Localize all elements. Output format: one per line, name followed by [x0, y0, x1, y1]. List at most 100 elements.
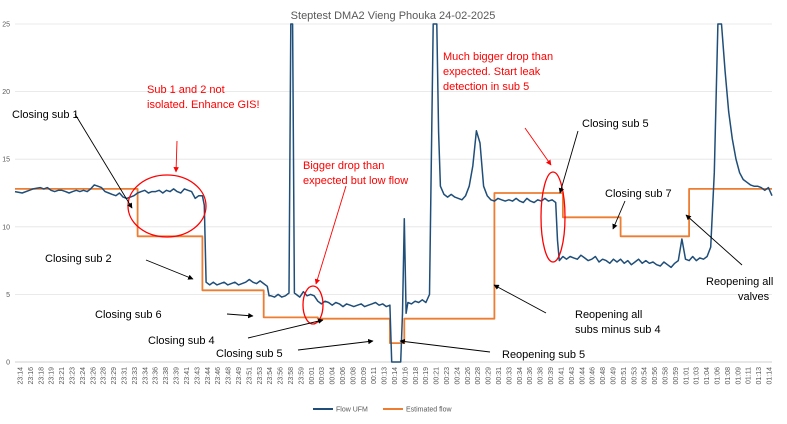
legend: Flow UFM Estimated flow [313, 407, 452, 414]
x-tick-30: 00:04 [330, 367, 337, 385]
x-tick-56: 00:48 [600, 367, 607, 385]
x-tick-54: 00:44 [579, 367, 586, 385]
x-tick-23: 23:53 [257, 367, 264, 385]
arrow-closing-sub-7 [612, 200, 626, 230]
x-tick-11: 23:33 [132, 367, 139, 385]
annotation-much-bigger-drop-line-1: expected. Start leak [443, 66, 541, 78]
x-tick-13: 23:36 [153, 367, 160, 385]
annotation-reopening-all-subs: Reopening all subs minus sub 4 [575, 309, 661, 336]
x-tick-27: 23:59 [298, 367, 305, 385]
x-tick-66: 01:04 [704, 367, 711, 385]
arrow-closing-sub-4 [247, 318, 324, 339]
x-tick-24: 23:54 [267, 367, 274, 385]
x-tick-50: 00:38 [538, 367, 545, 385]
x-tick-32: 00:08 [350, 367, 357, 385]
x-tick-53: 00:43 [569, 367, 576, 385]
annotation-arrows [74, 113, 743, 353]
x-tick-33: 00:09 [361, 367, 368, 385]
arrow-reopening-sub-5 [399, 338, 491, 353]
annotation-bigger-drop-line-1: expected but low flow [303, 175, 408, 187]
arrow-closing-sub-5-high [558, 130, 579, 194]
x-tick-65: 01:03 [694, 367, 701, 385]
y-tick-20: 20 [2, 89, 10, 96]
circle-bigger-drop [302, 285, 324, 325]
annotation-reopening-sub-5: Reopening sub 5 [502, 349, 585, 361]
annotation-reopening-all-valves: Reopening all valves [706, 276, 773, 303]
x-tick-17: 23:43 [194, 367, 201, 385]
x-tick-31: 00:06 [340, 367, 347, 385]
x-tick-5: 23:23 [70, 367, 77, 385]
x-tick-63: 00:59 [673, 367, 680, 385]
x-tick-49: 00:36 [527, 367, 534, 385]
arrow-closing-sub-2 [145, 259, 194, 280]
x-tick-46: 00:31 [496, 367, 503, 385]
x-tick-14: 23:38 [163, 367, 170, 385]
x-tick-2: 23:18 [38, 367, 45, 385]
annotation-closing-sub-4: Closing sub 4 [148, 335, 215, 347]
arrow-reopening-all-subs [493, 284, 547, 314]
annotation-closing-sub-1: Closing sub 1 [12, 109, 79, 121]
arrow-reopening-all-valves [685, 214, 743, 266]
series-line-estimated-flow [15, 188, 772, 344]
circle-much-bigger-drop [540, 171, 566, 263]
y-tick-15: 15 [2, 157, 10, 164]
annotation-closing-sub-2: Closing sub 2 [45, 253, 112, 265]
x-tick-57: 00:49 [611, 367, 618, 385]
x-tick-64: 01:01 [683, 367, 690, 385]
annotation-reopening-all-valves-line-0: Reopening all [706, 276, 773, 288]
x-tick-16: 23:41 [184, 367, 191, 385]
x-tick-60: 00:54 [642, 367, 649, 385]
annotation-closing-sub-5-low: Closing sub 5 [216, 348, 283, 360]
x-tick-7: 23:26 [90, 367, 97, 385]
annotation-sub-1-2-not-isolated-line-0: Sub 1 and 2 not [147, 84, 225, 96]
annotation-closing-sub-7: Closing sub 7 [605, 188, 672, 200]
arrow-bigger-drop [314, 185, 347, 285]
x-tick-1: 23:16 [28, 367, 35, 385]
x-tick-4: 23:21 [59, 367, 66, 385]
x-tick-67: 01:06 [715, 367, 722, 385]
y-tick-10: 10 [2, 224, 10, 231]
annotation-much-bigger-drop-line-0: Much bigger drop than [443, 51, 553, 63]
x-tick-52: 00:41 [558, 367, 565, 385]
x-tick-8: 23:28 [101, 367, 108, 385]
annotation-sub-1-2-not-isolated: Sub 1 and 2 not isolated. Enhance GIS! [147, 84, 260, 111]
series-lines [14, 23, 773, 363]
x-tick-35: 00:13 [382, 367, 389, 385]
chart-title: Steptest DMA2 Vieng Phouka 24-02-2025 [291, 10, 496, 22]
x-tick-25: 23:56 [278, 367, 285, 385]
x-tick-62: 00:58 [663, 367, 670, 385]
x-tick-59: 00:53 [631, 367, 638, 385]
x-tick-18: 23:44 [205, 367, 212, 385]
arrow-sub-1-2 [173, 140, 179, 173]
arrow-much-bigger-drop [524, 127, 552, 166]
x-tick-29: 00:03 [319, 367, 326, 385]
x-tick-72: 01:14 [767, 367, 774, 385]
annotations: Closing sub 1 Sub 1 and 2 not isolated. En… [12, 51, 773, 361]
annotation-bigger-drop-line-0: Bigger drop than [303, 160, 384, 172]
x-tick-48: 00:34 [517, 367, 524, 385]
x-tick-41: 00:23 [444, 367, 451, 385]
y-tick-5: 5 [6, 292, 10, 299]
annotation-bigger-drop: Bigger drop than expected but low flow [303, 160, 408, 187]
x-tick-6: 23:24 [80, 367, 87, 385]
x-tick-19: 23:46 [215, 367, 222, 385]
x-tick-58: 00:51 [621, 367, 628, 385]
x-tick-39: 00:19 [423, 367, 430, 385]
x-tick-15: 23:39 [174, 367, 181, 385]
x-tick-22: 23:51 [246, 367, 253, 385]
annotation-reopening-all-subs-line-0: Reopening all [575, 309, 642, 321]
x-tick-55: 00:46 [590, 367, 597, 385]
series-line-flow-ufm [14, 23, 773, 363]
x-axis-ticks: 23:14 23:16 23:18 23:19 23:21 23:23 23:24 23:26… [18, 367, 774, 385]
annotation-reopening-all-subs-line-1: subs minus sub 4 [575, 324, 661, 336]
annotation-much-bigger-drop: Much bigger drop than expected. Start lea… [443, 51, 553, 93]
y-tick-25: 25 [2, 22, 10, 29]
x-tick-40: 00:21 [434, 367, 441, 385]
x-tick-45: 00:29 [486, 367, 493, 385]
legend-label-0: Flow UFM [336, 407, 368, 414]
x-tick-10: 23:31 [122, 367, 129, 385]
x-tick-9: 23:29 [111, 367, 118, 385]
legend-label-1: Estimated flow [406, 407, 452, 414]
arrow-closing-sub-6 [226, 312, 254, 319]
